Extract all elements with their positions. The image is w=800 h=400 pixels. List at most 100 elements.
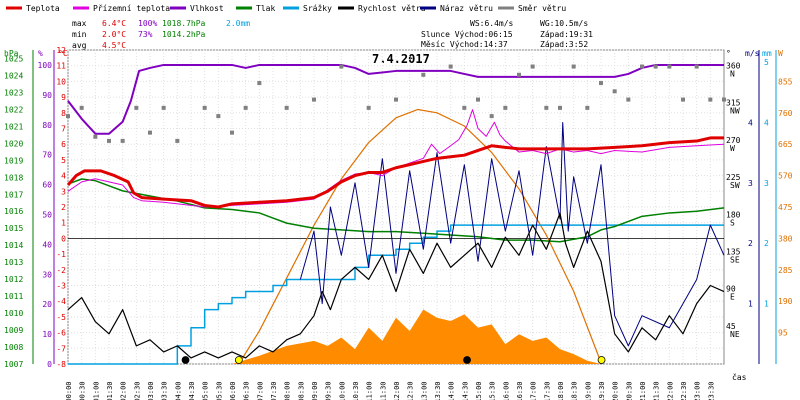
stats-max-rain: 2.0mm [226,19,250,28]
winddir-name-2: W [730,144,735,153]
winddir-tick-2: 270 [726,136,741,145]
x-tick-46: 23:00 [694,381,702,400]
rain-tick-1: 4 [764,118,769,127]
x-tick-31: 15:30 [489,381,497,400]
x-tick-18: 09:00 [311,381,319,400]
winddir-point-24 [503,105,508,110]
x-tick-26: 13:00 [420,381,428,400]
series-vlhkost [67,63,724,135]
series-tlak [67,178,725,243]
stats-max-label: max [72,19,87,28]
temp-tick-16: -4 [56,297,66,306]
winddir-point-40 [722,97,726,102]
temp-tick-8: 4 [61,172,66,181]
pressure-tick-1: 1024 [4,71,23,80]
winddir-point-16 [339,64,344,69]
x-tick-15: 07:30 [270,381,278,400]
winddir-point-39 [708,97,713,102]
winddir-tick-7: 45 [726,322,736,331]
solar-tick-7: 190 [778,297,793,306]
humidity-tick-1: 90 [42,91,52,100]
temp-tick-11: 1 [61,219,66,228]
series-rychlost-větru [67,212,725,359]
temp-tick-4: 8 [61,109,66,118]
winddir-point-11 [230,130,234,135]
winddir-point-32 [612,89,617,94]
solar-tick-8: 95 [778,329,788,338]
x-tick-16: 08:00 [284,381,292,400]
stats-min-hum: 73% [138,30,153,39]
humidity-tick-3: 70 [42,151,52,160]
x-tick-2: 01:00 [92,381,100,400]
winddir-point-36 [667,64,672,69]
humidity-tick-8: 20 [42,300,52,309]
solar-tick-1: 760 [778,109,793,118]
winddir-point-29 [571,64,576,69]
winddir-tick-0: 360 [726,62,741,71]
plot-area [66,49,726,365]
winddir-name-5: SE [730,255,740,264]
winddir-point-14 [284,105,289,110]
winddir-point-20 [448,64,453,69]
stats-avg-temp: 4.5°C [102,41,126,50]
x-tick-42: 21:00 [639,381,647,400]
winddir-point-31 [599,81,603,86]
x-tick-45: 22:30 [680,381,688,400]
winddir-point-38 [694,64,699,69]
pressure-tick-18: 1007 [4,360,23,369]
temp-tick-7: 5 [61,156,66,165]
pressure-tick-9: 1016 [4,207,23,216]
temp-tick-0: 12 [56,46,66,55]
series-teplota [66,136,724,209]
winddir-point-21 [462,105,467,110]
legend-label-2: Vlhkost [190,4,224,13]
x-tick-6: 03:00 [147,381,155,400]
x-tick-17: 08:30 [297,381,305,400]
winddir-point-26 [530,64,535,69]
x-tick-12: 06:00 [229,381,237,400]
winddir-point-12 [243,105,248,110]
x-tick-14: 07:00 [256,381,264,400]
wind-gust-info: WG:10.5m/s [540,19,588,28]
temp-tick-5: 7 [61,125,66,134]
winddir-point-15 [312,97,316,102]
pressure-tick-17: 1008 [4,343,23,352]
temp-tick-3: 9 [61,93,66,102]
chart-title: 7.4.2017 [372,52,430,66]
winddir-point-34 [640,64,644,69]
pressure-tick-15: 1010 [4,309,23,318]
solar-tick-2: 665 [778,140,793,149]
x-tick-20: 10:00 [338,381,346,400]
winddir-point-33 [626,97,631,102]
series-přízemní-teplota [67,109,725,208]
humidity-tick-10: 0 [47,360,52,369]
wind-tick-1: 3 [748,179,753,188]
x-tick-24: 12:00 [393,381,401,400]
sunset-marker [597,356,606,364]
winddir-point-3 [107,138,111,143]
winddir-point-4 [120,138,125,143]
winddir-name-3: SW [730,181,740,190]
solar-tick-0: 855 [778,77,793,86]
solar-area [232,309,601,364]
sun-set-info: Západ:19:31 [540,30,593,39]
humidity-tick-0: 100 [38,61,53,70]
x-tick-32: 16:00 [502,381,510,400]
unit-pct: % [38,49,43,58]
temp-tick-18: -6 [56,329,66,338]
winddir-point-5 [134,105,139,110]
x-tick-8: 04:00 [174,381,182,400]
solar-tick-6: 285 [778,266,793,275]
sun-rise-info: Slunce Východ:06:15 [421,30,513,39]
x-tick-28: 14:00 [448,381,456,400]
temp-tick-9: 3 [61,187,66,196]
winddir-name-4: S [730,218,735,227]
winddir-tick-1: 315 [726,99,741,108]
pressure-tick-8: 1017 [4,190,23,199]
winddir-point-8 [175,138,180,143]
x-tick-21: 10:30 [352,381,360,400]
temp-tick-6: 6 [61,140,66,149]
x-tick-7: 03:30 [161,381,169,400]
stats-block: max 6.4°C 100% 1018.7hPa 2.0mm min 2.0°C… [72,19,250,50]
x-tick-11: 05:30 [215,381,223,400]
